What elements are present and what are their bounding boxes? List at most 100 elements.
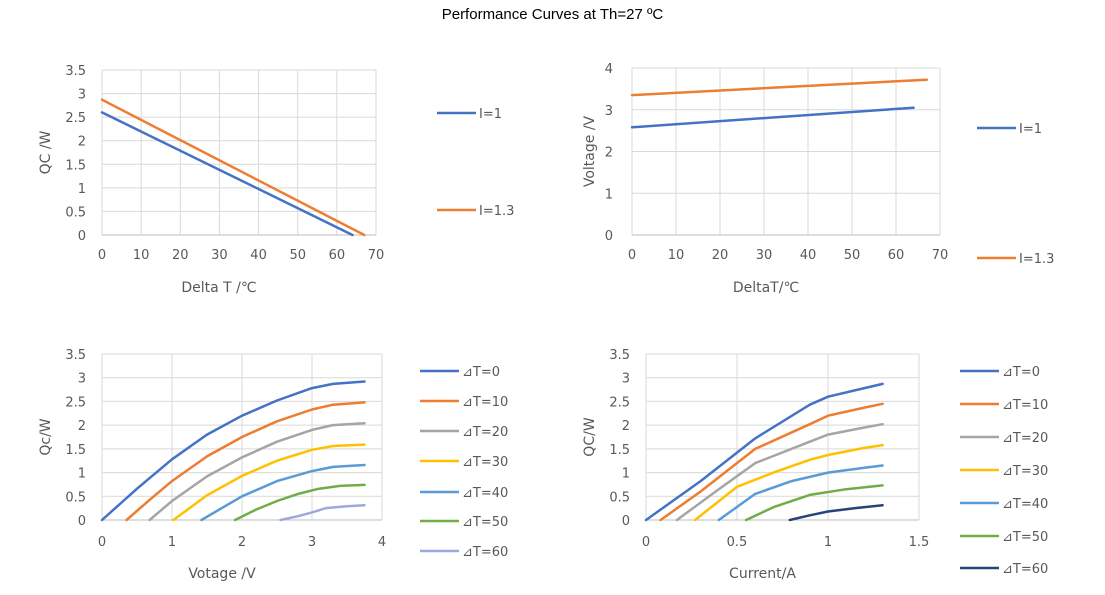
- y-tick-label: 3.5: [65, 64, 86, 79]
- series-line: [100, 380, 366, 522]
- series-line: [630, 78, 929, 97]
- x-tick-label: 0.5: [727, 535, 748, 550]
- y-tick-label: 0: [605, 229, 613, 244]
- y-tick-label: 2.5: [609, 395, 630, 410]
- x-axis-title: Delta T /℃: [181, 280, 256, 296]
- y-tick-label: 3: [78, 88, 86, 103]
- legend-label: ⊿T=60: [462, 545, 508, 560]
- x-tick-label: 1.5: [909, 535, 930, 550]
- x-tick-label: 70: [932, 248, 949, 263]
- x-tick-label: 60: [329, 248, 346, 263]
- series-line: [744, 484, 884, 522]
- series-line: [100, 98, 366, 237]
- legend-label: ⊿T=40: [462, 486, 508, 501]
- x-tick-label: 4: [378, 535, 386, 550]
- y-tick-label: 3.5: [609, 348, 630, 363]
- legend-label: ⊿T=0: [462, 365, 500, 380]
- y-axis-title: QC /W: [38, 130, 54, 174]
- y-axis-title: Qc/W: [38, 418, 54, 455]
- y-tick-label: 0: [78, 514, 86, 529]
- legend-label: ⊿T=0: [1002, 365, 1040, 380]
- y-tick-label: 3: [605, 104, 613, 119]
- legend-label: I=1: [479, 107, 502, 122]
- y-tick-label: 1: [78, 182, 86, 197]
- legend-label: ⊿T=30: [1002, 464, 1048, 479]
- x-tick-label: 70: [368, 248, 385, 263]
- x-axis-title: DeltaT/℃: [733, 280, 799, 296]
- y-tick-label: 0.5: [609, 490, 630, 505]
- y-tick-label: 1.5: [65, 443, 86, 458]
- x-tick-label: 0: [628, 248, 636, 263]
- x-axis-title: Votage /V: [188, 566, 256, 582]
- legend-label: I=1.3: [1019, 252, 1054, 267]
- legend-label: ⊿T=40: [1002, 497, 1048, 512]
- legend-label: ⊿T=20: [462, 425, 508, 440]
- series-line: [788, 504, 884, 522]
- series-line: [125, 401, 366, 522]
- y-tick-label: 1.5: [65, 158, 86, 173]
- series-line: [659, 402, 884, 522]
- y-tick-label: 0.5: [65, 490, 86, 505]
- y-tick-label: 0.5: [65, 205, 86, 220]
- legend-label: ⊿T=30: [462, 455, 508, 470]
- series-line: [172, 443, 366, 522]
- x-tick-label: 3: [308, 535, 316, 550]
- legend-label: ⊿T=10: [1002, 398, 1048, 413]
- y-axis-title: Voltage /V: [582, 115, 598, 187]
- series-line: [233, 483, 366, 522]
- y-tick-label: 0: [622, 514, 630, 529]
- y-tick-label: 1.5: [609, 443, 630, 458]
- y-tick-label: 0: [78, 229, 86, 244]
- y-tick-label: 2.5: [65, 395, 86, 410]
- y-tick-label: 3: [78, 372, 86, 387]
- chart-2: 0 10 20 30 40 50 60 70 0 1 2 3 4 DeltaT/℃ Voltage /V I=…: [582, 62, 1054, 296]
- x-tick-label: 10: [133, 248, 150, 263]
- y-tick-label: 2: [622, 419, 630, 434]
- x-tick-label: 1: [168, 535, 176, 550]
- x-tick-label: 30: [211, 248, 228, 263]
- x-tick-label: 50: [289, 248, 306, 263]
- series-line: [644, 382, 884, 522]
- y-tick-label: 2.5: [65, 111, 86, 126]
- legend-label: I=1.3: [479, 204, 514, 219]
- legend-label: I=1: [1019, 122, 1042, 137]
- chart-3: 0 1 2 3 4 0 0.5 1 1.5 2 2.5 3 3.5 Votage /V Qc/W ⊿T=0 ⊿T…: [38, 348, 508, 582]
- series-line: [279, 504, 366, 522]
- legend-label: ⊿T=10: [462, 395, 508, 410]
- x-tick-label: 60: [888, 248, 905, 263]
- x-tick-label: 0: [98, 248, 106, 263]
- series-line: [100, 111, 354, 237]
- y-tick-label: 3.5: [65, 348, 86, 363]
- legend-label: ⊿T=20: [1002, 431, 1048, 446]
- y-tick-label: 4: [605, 62, 613, 77]
- x-tick-label: 20: [712, 248, 729, 263]
- x-axis-title: Current/A: [729, 566, 796, 582]
- series-line: [630, 106, 915, 129]
- y-tick-label: 2: [78, 135, 86, 150]
- x-tick-label: 0: [98, 535, 106, 550]
- y-tick-label: 2: [78, 419, 86, 434]
- chart-1: 0 10 20 30 40 50 60 70 0 0.5 1 1.5 2 2.5 3 3.5 Delta T /…: [38, 64, 514, 296]
- x-tick-label: 40: [800, 248, 817, 263]
- series-line: [148, 421, 366, 522]
- x-tick-label: 30: [756, 248, 773, 263]
- series-line: [675, 422, 884, 522]
- y-tick-label: 2: [605, 146, 613, 161]
- x-tick-label: 40: [250, 248, 267, 263]
- y-tick-label: 3: [622, 372, 630, 387]
- x-tick-label: 10: [668, 248, 685, 263]
- series-line: [717, 464, 884, 522]
- series-line: [693, 443, 884, 522]
- y-tick-label: 1: [605, 187, 613, 202]
- series-line: [200, 463, 366, 522]
- chart-4: 0 0.5 1 1.5 0 0.5 1 1.5 2 2.5 3 3.5 Current/A QC/W ⊿T=…: [582, 348, 1048, 582]
- x-tick-label: 0: [642, 535, 650, 550]
- x-tick-label: 1: [824, 535, 832, 550]
- y-tick-label: 1: [78, 467, 86, 482]
- x-tick-label: 50: [844, 248, 861, 263]
- chart-main-title: Performance Curves at Th=27 ºC: [441, 6, 664, 23]
- y-axis-title: QC/W: [582, 417, 598, 457]
- legend-label: ⊿T=50: [1002, 530, 1048, 545]
- x-tick-label: 20: [172, 248, 189, 263]
